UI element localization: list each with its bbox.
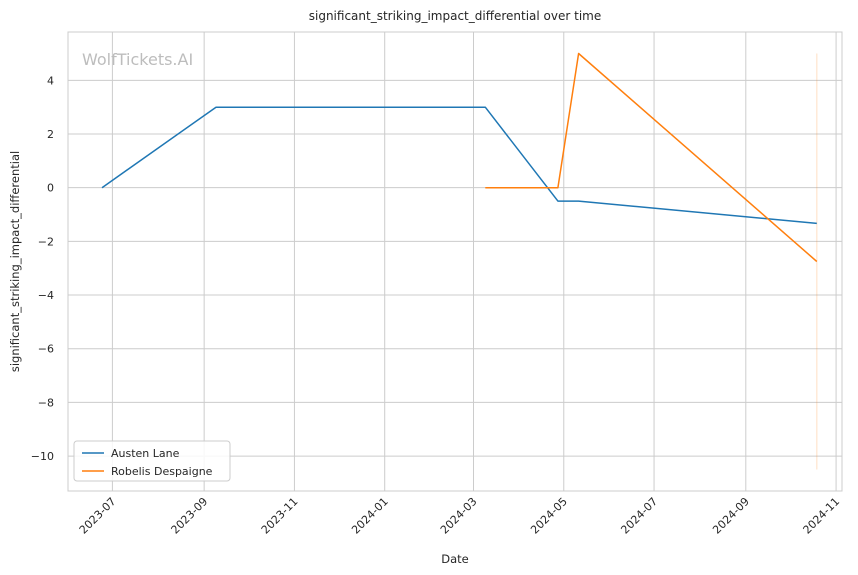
legend-label-austen-lane: Austen Lane <box>111 447 180 460</box>
y-tick-label: 2 <box>47 128 54 141</box>
legend: Austen Lane Robelis Despaigne <box>73 440 231 482</box>
x-tick-label: 2023-11 <box>259 495 301 537</box>
y-tick-label: −10 <box>31 450 54 463</box>
x-tick-label: 2024-07 <box>618 495 660 537</box>
legend-label-robelis-despaigne: Robelis Despaigne <box>111 465 213 478</box>
y-tick-label: 4 <box>47 74 54 87</box>
x-tick-label: 2024-09 <box>710 495 752 537</box>
y-tick-label: −6 <box>38 343 54 356</box>
x-tick-label: 2024-11 <box>801 495 843 537</box>
y-axis-label: significant_striking_impact_differential <box>8 151 22 372</box>
x-axis-label: Date <box>441 552 469 566</box>
series-layer <box>101 52 818 263</box>
series-line-robelis-despaigne <box>485 52 818 263</box>
legend-box <box>73 440 231 482</box>
x-tick-label: 2024-05 <box>528 495 570 537</box>
chart-title: significant_striking_impact_differential… <box>309 9 601 23</box>
grid <box>68 32 842 491</box>
plot-area <box>67 31 843 492</box>
y-tick-label: 0 <box>47 182 54 195</box>
x-tick-label: 2023-09 <box>169 495 211 537</box>
x-tick-label: 2023-07 <box>77 495 119 537</box>
y-axis: 4 2 0 −2 −4 −6 −8 −10 <box>31 74 54 463</box>
y-tick-label: −2 <box>38 235 54 248</box>
series-line-austen-lane <box>101 106 817 225</box>
watermark: WolfTickets.AI <box>82 50 193 69</box>
x-tick-label: 2024-03 <box>438 495 480 537</box>
y-tick-label: −8 <box>38 396 54 409</box>
x-tick-label: 2024-01 <box>349 495 391 537</box>
x-axis: 2023-07 2023-09 2023-11 2024-01 2024-03 2024-… <box>77 495 842 537</box>
y-tick-label: −4 <box>38 289 54 302</box>
